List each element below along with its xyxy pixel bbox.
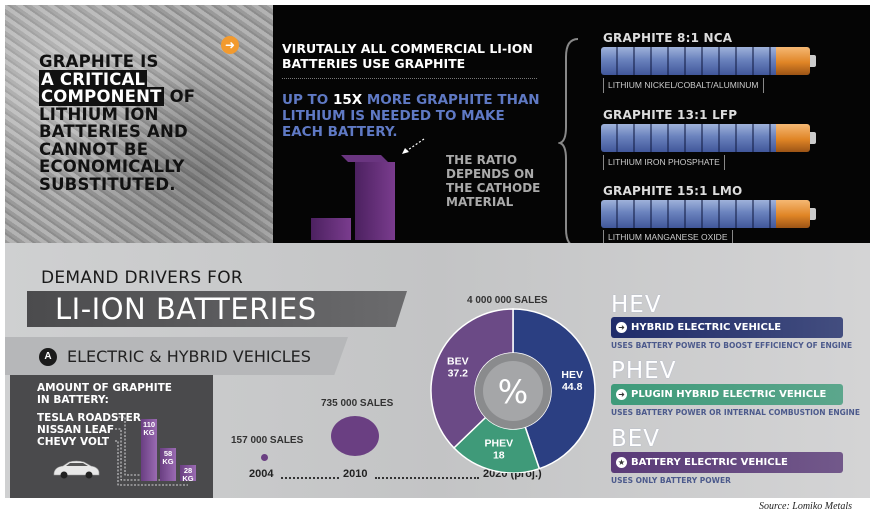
section-letter-badge: A [39, 348, 57, 366]
graphite-bar [355, 162, 395, 240]
type-pill-bev: ★ BATTERY ELECTRIC VEHICLE [611, 452, 843, 473]
battery-label-nca: GRAPHITE 8:1 NCA [603, 31, 733, 45]
infographic: GRAPHITE IS A CRITICAL COMPONENT OF LITH… [5, 5, 870, 498]
type-name-hev: HYBRID ELECTRIC VEHICLE [631, 322, 782, 333]
graphite-amount-panel [10, 375, 213, 498]
type-title-hev: HEV [611, 292, 662, 318]
kg-label-volt: 28 KG [182, 466, 194, 483]
headline-line2: A CRITICAL [39, 69, 148, 89]
star-icon: ★ [616, 457, 627, 468]
sales-2010: 735 000 SALES [321, 398, 394, 409]
type-desc-bev: USES ONLY BATTERY POWER [611, 476, 731, 485]
sales-2010-circle [331, 416, 379, 456]
kg-bar-tesla [141, 419, 157, 481]
lithium-bar [311, 218, 351, 240]
donut-label-bev-value: 37.2 [448, 368, 469, 380]
leader-lines [115, 416, 188, 486]
donut-label-hev-name: HEV [561, 369, 583, 381]
upto-15x: 15X [332, 92, 363, 108]
battery-label-lmo: GRAPHITE 15:1 LMO [603, 184, 743, 198]
kg-bar-volt [180, 465, 196, 481]
curly-brace [558, 38, 579, 248]
donut-center-inner [483, 361, 543, 421]
battery-icon-lmo [601, 200, 816, 228]
sales-2004-dot [261, 454, 268, 461]
car-name-tesla: TESLA ROADSTER [37, 412, 141, 424]
battery-sub-nca: LITHIUM NICKEL/COBALT/ALUMINUM [603, 78, 764, 93]
type-desc-hev: USES BATTERY POWER TO BOOST EFFICIENCY O… [611, 341, 853, 350]
type-name-bev: BATTERY ELECTRIC VEHICLE [631, 457, 788, 468]
kg-bar-leaf [160, 448, 176, 481]
diagonal-arrow-icon [402, 138, 425, 154]
timeline-2010: 2010 [343, 468, 368, 480]
type-title-phev: PHEV [611, 358, 677, 384]
type-pill-phev: ➜ PLUGIN HYBRID ELECTRIC VEHICLE [611, 384, 843, 405]
battery-icon-nca [601, 47, 816, 75]
arrow-right-icon: ➜ [616, 322, 627, 333]
intro-virtually: VIRUTALLY ALL COMMERCIAL LI-ION BATTERIE… [282, 41, 533, 71]
battery-sub-lmo: LITHIUM MANGANESE OXIDE [603, 230, 733, 245]
donut-label-bev-name: BEV [447, 356, 469, 368]
type-name-phev: PLUGIN HYBRID ELECTRIC VEHICLE [631, 389, 827, 400]
arrow-right-icon: ➜ [616, 389, 627, 400]
arrow-right-icon: ➜ [221, 36, 239, 54]
headline-line4: LITHIUM ION BATTERIES AND CANNOT BE ECON… [39, 104, 188, 194]
ev-section-title: ELECTRIC & HYBRID VEHICLES [67, 347, 311, 366]
headline: GRAPHITE IS A CRITICAL COMPONENT OF LITH… [39, 53, 239, 193]
liion-title: LI-ION BATTERIES [55, 292, 317, 326]
donut-center-label: % [498, 373, 528, 411]
battery-icon-lfp [601, 124, 816, 152]
upto-c: MORE GRAPHITE THAN LITHIUM IS NEEDED TO … [282, 92, 540, 140]
donut-label-phev-name: PHEV [485, 437, 514, 449]
timeline-2004: 2004 [249, 468, 274, 480]
car-name-volt: CHEVY VOLT [37, 436, 110, 448]
headline-line1: GRAPHITE IS [39, 52, 159, 71]
car-icon [53, 460, 100, 479]
type-desc-phev: USES BATTERY POWER OR INTERNAL COMBUSTIO… [611, 408, 860, 417]
liion-banner [27, 291, 407, 327]
battery-sub-lfp: LITHIUM IRON PHOSPHATE [603, 155, 725, 170]
kg-label-tesla: 110 KG [142, 420, 156, 437]
upto-a: UP TO [282, 92, 329, 108]
sales-2020: 4 000 000 SALES [467, 295, 548, 306]
amount-label: AMOUNT OF GRAPHITE IN BATTERY: [37, 382, 172, 406]
ratio-text: THE RATIO DEPENDS ON THE CATHODE MATERIA… [446, 153, 541, 209]
timeline-dots-1 [281, 477, 339, 479]
timeline-dots-2 [375, 477, 479, 479]
kg-label-leaf: 58 KG [162, 449, 174, 466]
headline-line3-rest: OF [169, 87, 196, 106]
car-name-leaf: NISSAN LEAF [37, 424, 115, 436]
demand-title: DEMAND DRIVERS FOR [41, 268, 244, 288]
battery-label-lfp: GRAPHITE 13:1 LFP [603, 108, 738, 122]
dotted-divider [282, 78, 537, 79]
type-title-bev: BEV [611, 426, 661, 452]
source-credit: Source: Lomiko Metals [759, 501, 852, 512]
ev-banner [5, 337, 348, 375]
donut-label-phev-value: 18 [493, 449, 505, 461]
intro-upto: UP TO 15X MORE GRAPHITE THAN LITHIUM IS … [282, 92, 542, 140]
sales-2004: 157 000 SALES [231, 435, 304, 446]
headline-line3: COMPONENT [39, 87, 164, 106]
donut-label-hev-value: 44.8 [562, 381, 583, 393]
type-pill-hev: ➜ HYBRID ELECTRIC VEHICLE [611, 317, 843, 338]
